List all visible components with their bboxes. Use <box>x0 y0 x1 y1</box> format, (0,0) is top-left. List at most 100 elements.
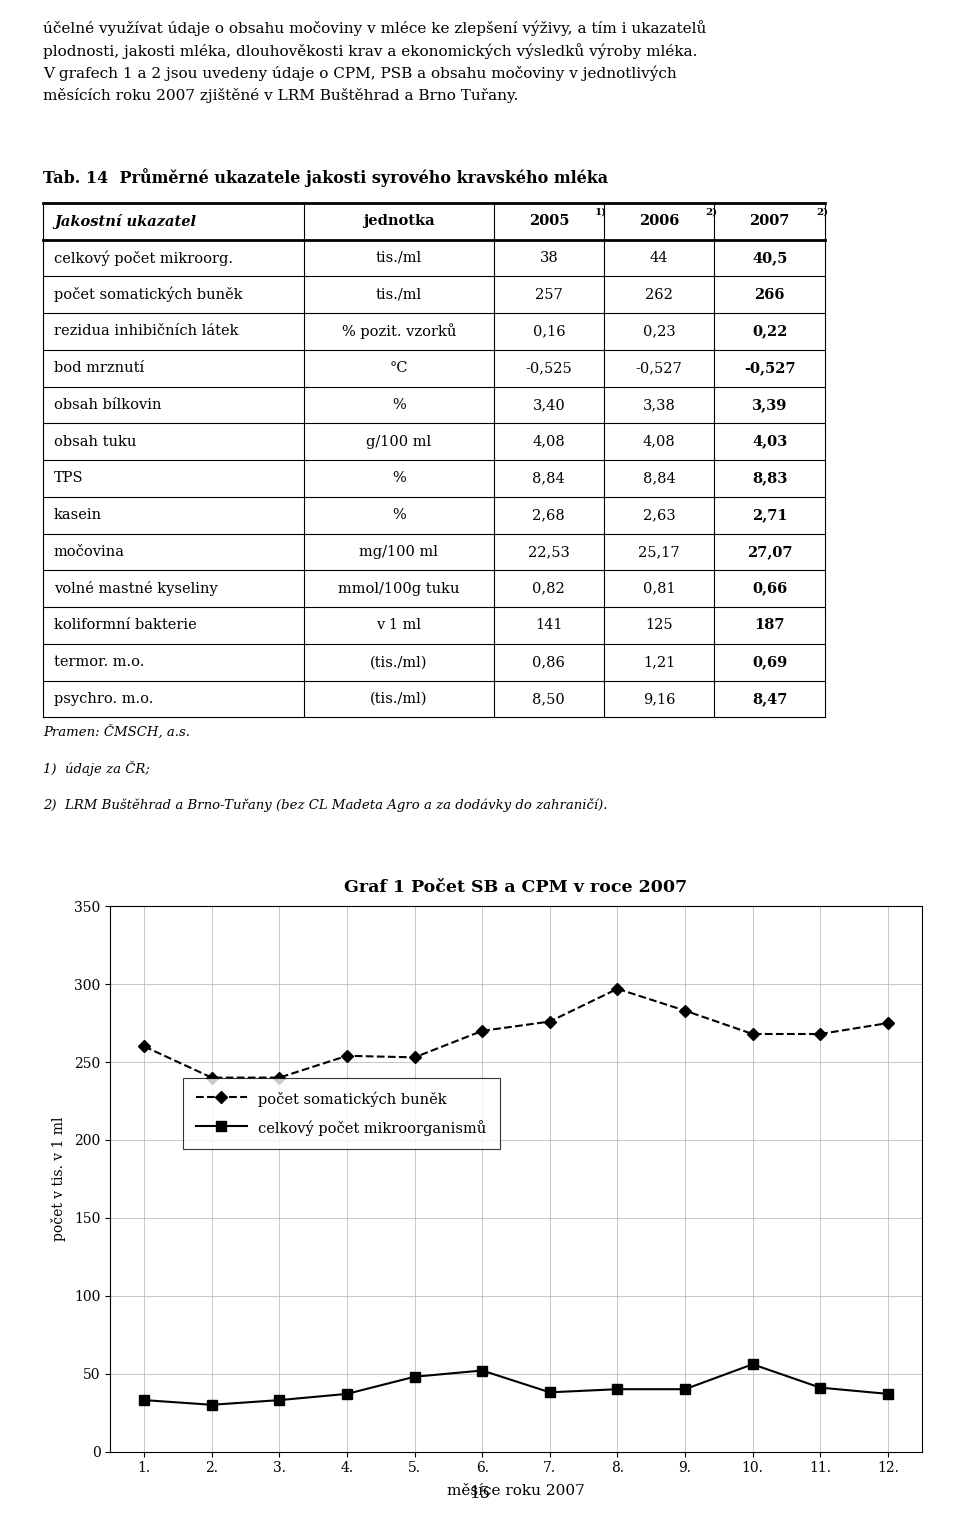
Legend: počet somatických buněk, celkový počet mikroorganismů: počet somatických buněk, celkový počet m… <box>182 1078 500 1149</box>
Text: rezidua inhibičních látek: rezidua inhibičních látek <box>54 324 238 338</box>
Text: 0,22: 0,22 <box>752 324 787 338</box>
počet somatických buněk <box>814 1025 826 1043</box>
počet somatických buněk <box>612 980 623 998</box>
Text: 3,38: 3,38 <box>643 398 676 412</box>
Text: -0,527: -0,527 <box>744 361 796 375</box>
Text: kasein: kasein <box>54 508 102 522</box>
Text: 8,50: 8,50 <box>533 691 565 707</box>
počet somatických buněk <box>680 1001 691 1020</box>
X-axis label: měsíce roku 2007: měsíce roku 2007 <box>447 1484 585 1498</box>
počet somatických buněk <box>138 1037 150 1055</box>
Text: 8,84: 8,84 <box>533 472 565 485</box>
Text: 2007: 2007 <box>750 214 790 229</box>
celkový počet mikroorganismů <box>680 1379 691 1398</box>
Text: 0,66: 0,66 <box>752 582 787 596</box>
Text: 0,81: 0,81 <box>643 582 676 596</box>
Text: 25,17: 25,17 <box>638 545 680 559</box>
Text: účelné využívat údaje o obsahu močoviny v mléce ke zlepšení výživy, a tím i ukaz: účelné využívat údaje o obsahu močoviny … <box>43 20 707 103</box>
počet somatických buněk <box>274 1069 285 1087</box>
Text: termor. m.o.: termor. m.o. <box>54 656 144 670</box>
celkový počet mikroorganismů <box>544 1382 556 1401</box>
Text: 0,82: 0,82 <box>533 582 565 596</box>
Text: 187: 187 <box>755 619 785 633</box>
celkový počet mikroorganismů <box>274 1392 285 1410</box>
Text: 0,23: 0,23 <box>643 324 676 338</box>
celkový počet mikroorganismů <box>138 1392 150 1410</box>
Text: 3,39: 3,39 <box>752 398 787 412</box>
Text: 2,71: 2,71 <box>752 508 787 522</box>
Text: %: % <box>392 508 405 522</box>
Line: celkový počet mikroorganismů: celkový počet mikroorganismů <box>139 1359 893 1410</box>
Text: 8,83: 8,83 <box>752 472 787 485</box>
celkový počet mikroorganismů <box>612 1379 623 1398</box>
Text: bod mrznutí: bod mrznutí <box>54 361 144 375</box>
Text: psychro. m.o.: psychro. m.o. <box>54 691 154 707</box>
celkový počet mikroorganismů <box>409 1367 420 1385</box>
Text: počet somatických buněk: počet somatických buněk <box>54 287 243 303</box>
Text: koliformní bakterie: koliformní bakterie <box>54 619 197 633</box>
Text: 27,07: 27,07 <box>747 545 792 559</box>
Text: %: % <box>392 472 405 485</box>
Text: (tis./ml): (tis./ml) <box>370 656 427 670</box>
Text: 2005: 2005 <box>529 214 569 229</box>
Text: -0,525: -0,525 <box>525 361 572 375</box>
Text: 0,69: 0,69 <box>752 656 787 670</box>
Text: 8,84: 8,84 <box>643 472 676 485</box>
Text: 15: 15 <box>469 1485 491 1502</box>
počet somatických buněk <box>476 1021 488 1040</box>
Text: jednotka: jednotka <box>363 214 435 229</box>
Text: 2006: 2006 <box>639 214 680 229</box>
Text: 125: 125 <box>645 619 673 633</box>
Text: v 1 ml: v 1 ml <box>376 619 421 633</box>
Text: 0,16: 0,16 <box>533 324 565 338</box>
Text: Jakostní ukazatel: Jakostní ukazatel <box>54 214 196 229</box>
Text: 38: 38 <box>540 250 558 264</box>
Title: Graf 1 Počet SB a CPM v roce 2007: Graf 1 Počet SB a CPM v roce 2007 <box>345 879 687 897</box>
Text: %: % <box>392 398 405 412</box>
Text: 141: 141 <box>535 619 563 633</box>
celkový počet mikroorganismů <box>882 1384 894 1402</box>
celkový počet mikroorganismů <box>206 1396 218 1415</box>
Text: tis./ml: tis./ml <box>375 287 421 301</box>
Y-axis label: počet v tis. v 1 ml: počet v tis. v 1 ml <box>51 1117 66 1241</box>
Text: 22,53: 22,53 <box>528 545 570 559</box>
Text: 44: 44 <box>650 250 668 264</box>
počet somatických buněk <box>341 1046 352 1064</box>
počet somatických buněk <box>544 1012 556 1031</box>
Text: močovina: močovina <box>54 545 125 559</box>
Text: 9,16: 9,16 <box>643 691 676 707</box>
celkový počet mikroorganismů <box>747 1355 758 1373</box>
Text: celkový počet mikroorg.: celkový počet mikroorg. <box>54 250 232 266</box>
Text: -0,527: -0,527 <box>636 361 683 375</box>
Text: 266: 266 <box>755 287 785 301</box>
Text: tis./ml: tis./ml <box>375 250 421 264</box>
Text: obsah tuku: obsah tuku <box>54 435 136 449</box>
Text: 1): 1) <box>595 207 608 217</box>
Text: 2): 2) <box>816 207 828 217</box>
Text: 2,63: 2,63 <box>643 508 676 522</box>
Text: 262: 262 <box>645 287 673 301</box>
Text: 2,68: 2,68 <box>533 508 565 522</box>
Text: 4,03: 4,03 <box>752 435 787 449</box>
Text: Pramen: ČMSCH, a.s.: Pramen: ČMSCH, a.s. <box>43 725 190 739</box>
Text: (tis./ml): (tis./ml) <box>370 691 427 707</box>
Text: TPS: TPS <box>54 472 84 485</box>
počet somatických buněk <box>882 1014 894 1032</box>
Text: obsah bílkovin: obsah bílkovin <box>54 398 161 412</box>
celkový počet mikroorganismů <box>476 1361 488 1379</box>
Text: °C: °C <box>390 361 408 375</box>
Text: 2): 2) <box>706 207 718 217</box>
Text: 257: 257 <box>535 287 563 301</box>
Text: 0,86: 0,86 <box>533 656 565 670</box>
Text: volné mastné kyseliny: volné mastné kyseliny <box>54 581 218 596</box>
Text: 4,08: 4,08 <box>643 435 676 449</box>
počet somatických buněk <box>747 1025 758 1043</box>
Text: 4,08: 4,08 <box>533 435 565 449</box>
Text: % pozit. vzorků: % pozit. vzorků <box>342 324 456 339</box>
celkový počet mikroorganismů <box>814 1378 826 1396</box>
Text: 3,40: 3,40 <box>533 398 565 412</box>
Text: Tab. 14  Průměrné ukazatele jakosti syrového kravského mléka: Tab. 14 Průměrné ukazatele jakosti syrov… <box>43 167 609 187</box>
Text: mg/100 ml: mg/100 ml <box>359 545 438 559</box>
Text: 1,21: 1,21 <box>643 656 675 670</box>
Text: g/100 ml: g/100 ml <box>366 435 431 449</box>
